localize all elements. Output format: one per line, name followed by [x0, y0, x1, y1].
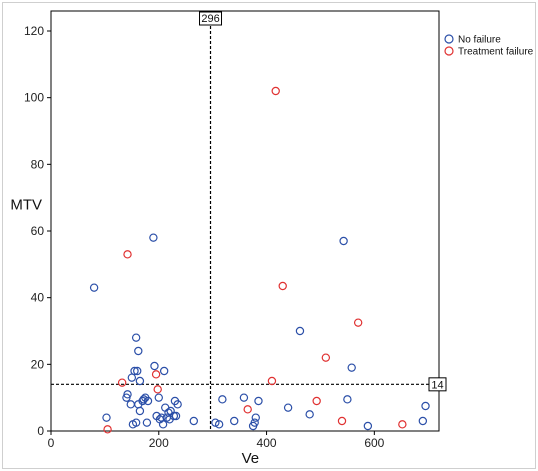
point-treatment-failure — [103, 425, 112, 434]
point-no-failure — [150, 361, 159, 371]
x-tick-label: 200 — [149, 436, 169, 450]
point-no-failure — [363, 421, 373, 431]
vertical-reference-label-box — [199, 11, 223, 26]
point-no-failure — [142, 418, 152, 427]
point-no-failure — [173, 400, 182, 409]
point-no-failure — [239, 393, 249, 402]
point-treatment-failure — [123, 250, 132, 259]
point-no-failure — [102, 413, 111, 422]
point-treatment-failure — [151, 370, 161, 379]
point-treatment-failure — [271, 86, 280, 96]
point-no-failure — [305, 410, 314, 419]
point-treatment-failure — [353, 318, 363, 327]
y-tick-label: 80 — [31, 157, 45, 171]
point-no-failure — [133, 366, 142, 376]
point-treatment-failure — [267, 376, 277, 386]
y-axis-title: MTV — [10, 196, 42, 213]
point-treatment-failure — [153, 385, 162, 394]
horizontal-reference-label: 14 — [431, 379, 443, 391]
point-no-failure — [134, 346, 143, 356]
point-no-failure — [131, 418, 141, 427]
legend-marker-treatment-failure — [444, 46, 454, 56]
point-treatment-failure — [243, 405, 252, 414]
legend-label-no-failure: No failure — [458, 35, 501, 46]
vertical-reference-label: 296 — [201, 13, 219, 25]
y-tick-label: 60 — [31, 224, 45, 238]
point-no-failure — [135, 376, 145, 386]
point-no-failure — [214, 420, 224, 429]
point-no-failure — [130, 366, 139, 376]
point-treatment-failure — [312, 396, 321, 406]
reference-lines: 296 14 — [51, 11, 447, 431]
point-no-failure — [158, 420, 168, 429]
point-no-failure — [211, 418, 220, 427]
x-axis-title: Ve — [242, 450, 260, 467]
x-tick-label: 0 — [48, 436, 55, 450]
point-no-failure — [230, 416, 239, 426]
point-no-failure — [283, 403, 293, 412]
y-tick-label: 20 — [31, 357, 45, 371]
point-no-failure — [123, 390, 132, 399]
point-treatment-failure — [398, 420, 407, 429]
horizontal-reference-label-box — [428, 377, 447, 392]
point-treatment-failure — [117, 378, 127, 387]
y-tick-label: 40 — [31, 291, 45, 305]
point-no-failure — [343, 395, 352, 404]
point-no-failure — [254, 396, 263, 406]
y-tick-label: 120 — [24, 24, 44, 38]
point-no-failure — [135, 406, 145, 416]
point-no-failure — [347, 363, 356, 372]
point-no-failure — [218, 395, 227, 404]
point-no-failure — [139, 395, 148, 404]
legend-marker-no-failure — [444, 34, 454, 44]
point-no-failure — [189, 416, 199, 426]
data-points — [89, 86, 430, 434]
point-no-failure — [295, 326, 305, 336]
axes — [47, 10, 440, 435]
x-tick-label: 400 — [257, 436, 277, 450]
x-tick-label: 600 — [364, 436, 384, 450]
point-treatment-failure — [337, 416, 347, 426]
plot-border — [50, 10, 440, 432]
point-no-failure — [143, 396, 153, 406]
point-no-failure — [131, 333, 141, 342]
point-no-failure — [251, 413, 260, 422]
point-no-failure — [421, 401, 430, 411]
y-tick-labels: 0 20 40 60 80 100 120 — [24, 24, 44, 438]
point-no-failure — [159, 366, 169, 376]
point-no-failure — [89, 283, 99, 292]
point-no-failure — [149, 233, 158, 242]
x-tick-labels: 0 200 400 600 — [48, 436, 385, 450]
point-no-failure — [339, 236, 348, 246]
point-treatment-failure — [278, 281, 287, 291]
legend-label-treatment-failure: Treatment failure — [458, 47, 534, 58]
point-no-failure — [126, 400, 135, 409]
point-no-failure — [154, 393, 163, 402]
y-tick-label: 0 — [37, 424, 44, 438]
point-no-failure — [418, 416, 428, 426]
y-tick-label: 100 — [24, 91, 44, 105]
point-no-failure — [171, 411, 181, 421]
point-treatment-failure — [321, 353, 331, 362]
point-no-failure — [250, 418, 259, 427]
